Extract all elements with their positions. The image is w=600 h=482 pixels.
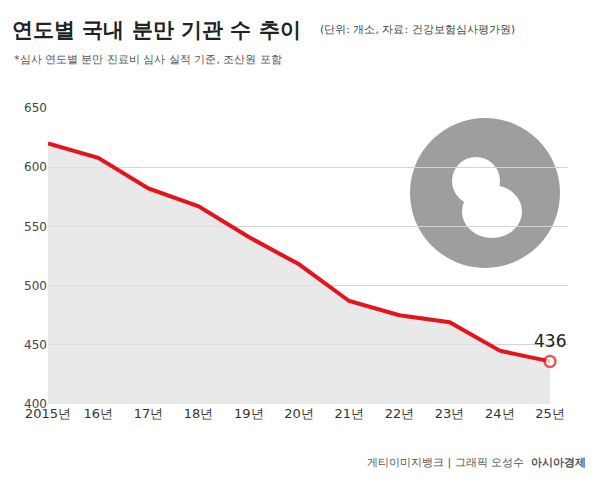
- svg-text:*심사 연도별 분만 진료비 심사 실적 기준, 조산원 포: *심사 연도별 분만 진료비 심사 실적 기준, 조산원 포함: [14, 53, 282, 66]
- svg-text:24년: 24년: [485, 406, 515, 421]
- svg-text:17년: 17년: [134, 406, 164, 421]
- svg-text:25년: 25년: [535, 406, 565, 421]
- svg-text:436: 436: [534, 331, 566, 351]
- svg-text:(단위: 개소, 자료: 건강보험심사평가원): (단위: 개소, 자료: 건강보험심사평가원): [320, 23, 515, 36]
- svg-text:19년: 19년: [234, 406, 264, 421]
- svg-text:23년: 23년: [435, 406, 465, 421]
- svg-text:550: 550: [24, 220, 47, 234]
- svg-text:22년: 22년: [385, 406, 415, 421]
- svg-text:21년: 21년: [334, 406, 364, 421]
- svg-text:650: 650: [24, 101, 47, 115]
- svg-text:18년: 18년: [184, 406, 214, 421]
- svg-text:450: 450: [24, 338, 47, 352]
- svg-text:400: 400: [24, 397, 47, 411]
- svg-text:2015년: 2015년: [25, 406, 71, 421]
- svg-text:게티이미지뱅크 | 그래픽 오성수 아시아경제: 게티이미지뱅크 | 그래픽 오성수 아시아경제: [367, 456, 586, 469]
- svg-text:16년: 16년: [83, 406, 113, 421]
- svg-text:20년: 20년: [284, 406, 314, 421]
- svg-text:600: 600: [24, 160, 47, 174]
- svg-text:500: 500: [24, 279, 47, 293]
- svg-text:연도별 국내 분만 기관 수 추이: 연도별 국내 분만 기관 수 추이: [12, 18, 301, 42]
